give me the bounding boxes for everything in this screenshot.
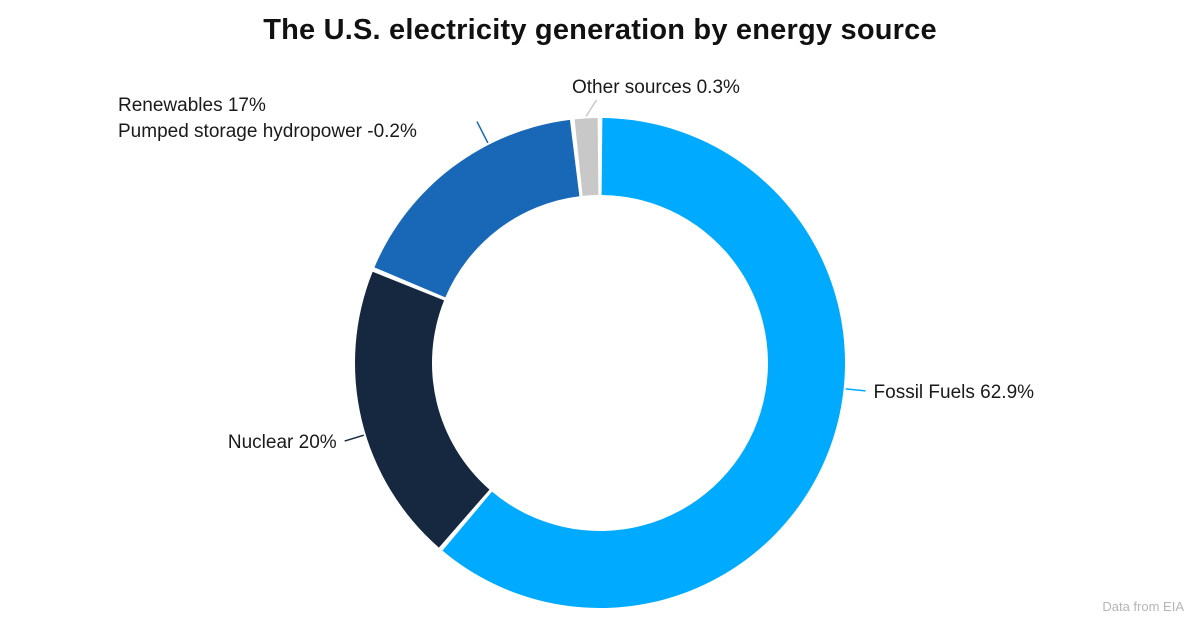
leader-lines-group [344, 99, 866, 442]
slices-group [354, 118, 845, 608]
slice-0 [442, 118, 845, 608]
slice-1 [354, 271, 490, 548]
label-fossil-fuels: Fossil Fuels 62.9% [874, 382, 1035, 403]
label-pumped-storage: Pumped storage hydropower -0.2% [118, 121, 417, 142]
label-nuclear: Nuclear 20% [228, 432, 337, 453]
label-other-sources: Other sources 0.3% [572, 77, 740, 98]
leader-fossil-fuels [845, 388, 866, 392]
slice-3 [574, 118, 599, 196]
slice-2 [374, 119, 580, 298]
label-renewables: Renewables 17% [118, 95, 266, 116]
chart-title: The U.S. electricity generation by energ… [263, 14, 937, 46]
leader-other-sources [585, 99, 598, 117]
leader-renewables [476, 121, 489, 144]
leader-nuclear [344, 434, 365, 442]
source-note: Data from EIA [1102, 599, 1184, 614]
labels-group: Fossil Fuels 62.9% Nuclear 20% Renewables … [118, 77, 1034, 453]
